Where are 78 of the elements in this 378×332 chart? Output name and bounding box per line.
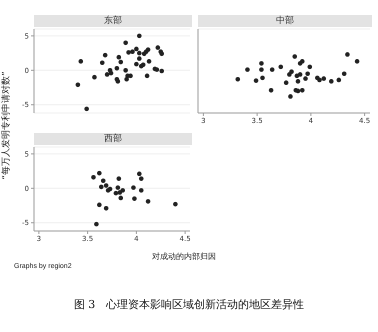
point xyxy=(123,40,128,46)
point xyxy=(173,202,178,206)
point xyxy=(260,76,265,80)
point xyxy=(298,72,302,77)
point xyxy=(305,71,310,76)
point xyxy=(300,59,305,64)
point xyxy=(146,199,150,204)
point xyxy=(137,34,142,38)
point xyxy=(100,178,106,184)
point xyxy=(146,59,152,64)
point xyxy=(146,47,150,52)
y-axis-title: “每万人发明专利申请对数” xyxy=(0,70,12,180)
point xyxy=(296,79,300,84)
point xyxy=(268,88,274,93)
point xyxy=(130,49,135,54)
point xyxy=(92,74,97,80)
point xyxy=(259,61,264,66)
point xyxy=(138,188,144,193)
point xyxy=(308,64,312,70)
point xyxy=(270,67,274,72)
point xyxy=(114,190,118,196)
point xyxy=(102,52,108,58)
point xyxy=(235,76,240,82)
point xyxy=(76,82,80,88)
point xyxy=(104,206,108,211)
point xyxy=(144,74,150,78)
point xyxy=(116,79,120,84)
point xyxy=(114,66,120,71)
point xyxy=(156,45,160,50)
point xyxy=(97,202,102,208)
point xyxy=(100,60,105,66)
point xyxy=(132,196,137,201)
point xyxy=(94,222,99,226)
caption: 图 3 心理资本影响区域创新活动的地区差异性 xyxy=(72,297,306,312)
point xyxy=(116,185,120,190)
point xyxy=(284,80,288,86)
point xyxy=(104,183,108,188)
point xyxy=(321,76,326,81)
x-axis-title: 对成动的内部归因 xyxy=(151,251,217,262)
point xyxy=(345,52,350,57)
point xyxy=(98,184,104,190)
point xyxy=(123,68,128,73)
point xyxy=(134,46,139,52)
point xyxy=(78,59,84,64)
point xyxy=(259,67,264,72)
chart-title: 中部 xyxy=(198,15,372,27)
point xyxy=(134,62,139,66)
point xyxy=(159,68,164,74)
point xyxy=(126,50,131,55)
point xyxy=(91,174,96,180)
point xyxy=(354,59,360,64)
point xyxy=(336,78,342,82)
point xyxy=(137,56,142,61)
chart-title: 东部 xyxy=(34,15,192,27)
point xyxy=(292,54,298,59)
point xyxy=(137,172,142,176)
chart-title: 西部 xyxy=(34,133,192,145)
point xyxy=(131,185,136,190)
point xyxy=(108,70,114,76)
point xyxy=(278,64,284,70)
point xyxy=(303,76,308,81)
point xyxy=(97,170,102,176)
point xyxy=(84,106,89,112)
point xyxy=(329,79,334,84)
point xyxy=(118,60,124,64)
point xyxy=(137,50,142,56)
point xyxy=(288,94,293,99)
point xyxy=(245,67,250,72)
point xyxy=(342,71,346,76)
point xyxy=(254,78,258,83)
point xyxy=(289,69,294,74)
point xyxy=(300,88,305,93)
point xyxy=(116,54,122,60)
point xyxy=(118,196,124,200)
point xyxy=(104,72,110,77)
point xyxy=(138,176,144,181)
point xyxy=(116,176,122,181)
point xyxy=(120,188,126,193)
